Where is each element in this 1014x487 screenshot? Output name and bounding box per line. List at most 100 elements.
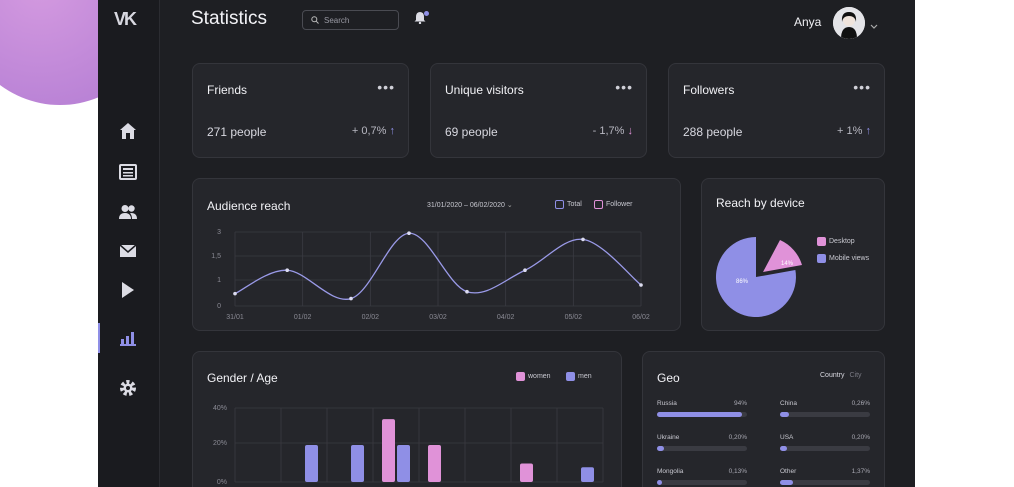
y-tick-label: 0 bbox=[217, 303, 221, 310]
app-window: VK Statistics Anya bbox=[98, 0, 915, 487]
reach-by-device-card: Reach by device 86% 14% Desktop Mobile v… bbox=[701, 178, 885, 331]
user-name[interactable]: Anya bbox=[794, 15, 822, 29]
geo-country-name: Mongolia bbox=[657, 468, 684, 475]
stat-value: 271 people bbox=[207, 125, 267, 139]
geo-country-name: USA bbox=[780, 434, 794, 441]
active-indicator bbox=[98, 323, 100, 353]
chevron-down-icon: ⌄ bbox=[506, 202, 513, 209]
checkbox-icon bbox=[594, 200, 603, 209]
tab-country[interactable]: Country bbox=[820, 372, 845, 379]
vk-logo[interactable]: VK bbox=[114, 9, 137, 29]
checkbox-icon bbox=[555, 200, 564, 209]
legend-follower-label: Follower bbox=[606, 201, 633, 208]
stat-change: + 0,7% ↑ bbox=[352, 125, 395, 137]
gender-title: Gender / Age bbox=[207, 371, 278, 385]
geo-progress-track bbox=[780, 412, 870, 417]
bar-men bbox=[305, 445, 318, 482]
geo-country-pct: 0,20% bbox=[851, 434, 870, 441]
geo-country-pct: 94% bbox=[733, 400, 747, 407]
stat-card-unique-visitors: Unique visitors ••• 69 people - 1,7% ↓ bbox=[430, 63, 647, 158]
arrow-up-icon: ↑ bbox=[389, 125, 396, 137]
geo-progress-fill bbox=[657, 446, 665, 451]
geo-progress-track bbox=[780, 480, 870, 485]
notification-bell-icon[interactable] bbox=[414, 11, 426, 29]
statistics-icon[interactable] bbox=[116, 327, 140, 351]
tab-city[interactable]: City bbox=[849, 372, 862, 379]
x-tick-label: 06/02 bbox=[632, 314, 650, 321]
geo-tabs: Country City bbox=[820, 372, 862, 379]
more-icon[interactable]: ••• bbox=[853, 79, 871, 95]
geo-progress-track bbox=[657, 480, 747, 485]
data-point bbox=[465, 289, 469, 294]
gender-age-card: Gender / Age women men 40% 20% 0% bbox=[192, 351, 622, 487]
y-tick-label: 0% bbox=[217, 479, 227, 486]
geo-progress-track bbox=[780, 446, 870, 451]
audience-line-chart: 3 1,5 1 0 31/01 01/02 02/02 03/02 04/02 05/02 06/0… bbox=[211, 229, 650, 321]
data-point bbox=[407, 231, 411, 236]
legend-swatch bbox=[817, 237, 826, 246]
data-point bbox=[349, 296, 353, 301]
news-icon[interactable] bbox=[116, 160, 140, 184]
legend-mobile: Mobile views bbox=[817, 254, 869, 263]
stat-value: 288 people bbox=[683, 125, 743, 139]
search-box[interactable] bbox=[302, 10, 399, 30]
geo-card: Geo Country City Russia 94% China 0,26% Ukra… bbox=[642, 351, 885, 487]
legend-women[interactable]: women bbox=[516, 372, 551, 381]
pie-slice-mobile bbox=[715, 236, 796, 317]
date-range-select[interactable]: 31/01/2020 – 06/02/2020 ⌄ bbox=[427, 201, 513, 209]
stat-title: Followers bbox=[683, 83, 735, 97]
stat-title: Friends bbox=[207, 83, 248, 97]
geo-country-pct: 0,20% bbox=[728, 434, 747, 441]
stat-change-text: + 1% bbox=[837, 125, 863, 137]
pie-slice-desktop bbox=[763, 240, 802, 272]
date-range-text: 31/01/2020 – 06/02/2020 bbox=[427, 202, 505, 209]
bar-men bbox=[397, 445, 410, 482]
legend-total[interactable]: Total bbox=[555, 200, 582, 209]
notification-dot bbox=[424, 11, 429, 16]
messages-icon[interactable] bbox=[116, 239, 140, 263]
legend-men-label: men bbox=[578, 373, 592, 380]
stat-value: 69 people bbox=[445, 125, 498, 139]
sidebar: VK bbox=[98, 0, 160, 487]
settings-icon[interactable] bbox=[116, 376, 140, 400]
data-point bbox=[285, 268, 289, 273]
geo-progress-fill bbox=[657, 480, 663, 485]
x-tick-label: 02/02 bbox=[362, 314, 380, 321]
geo-progress-fill bbox=[780, 412, 789, 417]
stat-title: Unique visitors bbox=[445, 83, 524, 97]
arrow-up-icon: ↑ bbox=[865, 125, 872, 137]
audience-reach-card: Audience reach 31/01/2020 – 06/02/2020 ⌄… bbox=[192, 178, 681, 331]
more-icon[interactable]: ••• bbox=[377, 79, 395, 95]
geo-progress-track bbox=[657, 446, 747, 451]
geo-country-pct: 1,37% bbox=[851, 468, 870, 475]
device-pie-chart: 86% 14% bbox=[715, 236, 802, 317]
geo-country-name: Ukraine bbox=[657, 434, 680, 441]
data-point bbox=[233, 291, 237, 296]
stat-change-text: - 1,7% bbox=[592, 125, 625, 137]
more-icon[interactable]: ••• bbox=[615, 79, 633, 95]
pie-label-mobile: 86% bbox=[736, 279, 749, 285]
arrow-down-icon: ↓ bbox=[627, 125, 634, 137]
bar-women bbox=[428, 445, 441, 482]
x-tick-label: 04/02 bbox=[497, 314, 515, 321]
legend-swatch bbox=[516, 372, 525, 381]
avatar[interactable] bbox=[833, 7, 865, 39]
y-tick-label: 40% bbox=[213, 405, 227, 412]
chevron-down-icon[interactable] bbox=[870, 17, 878, 35]
legend-swatch bbox=[817, 254, 826, 263]
video-icon[interactable] bbox=[116, 278, 140, 302]
audience-title: Audience reach bbox=[207, 199, 291, 213]
geo-progress-fill bbox=[657, 412, 742, 417]
bar-women bbox=[382, 419, 395, 482]
legend-men[interactable]: men bbox=[566, 372, 592, 381]
series-line-total bbox=[234, 232, 642, 300]
home-icon[interactable] bbox=[116, 119, 140, 143]
data-point bbox=[639, 283, 643, 287]
stat-card-followers: Followers ••• 288 people + 1% ↑ bbox=[668, 63, 885, 158]
x-tick-label: 01/02 bbox=[294, 314, 312, 321]
y-tick-label: 1 bbox=[217, 277, 221, 284]
search-input[interactable] bbox=[324, 15, 394, 25]
legend-follower[interactable]: Follower bbox=[594, 200, 632, 209]
legend-total-label: Total bbox=[567, 201, 582, 208]
friends-icon[interactable] bbox=[116, 200, 140, 224]
